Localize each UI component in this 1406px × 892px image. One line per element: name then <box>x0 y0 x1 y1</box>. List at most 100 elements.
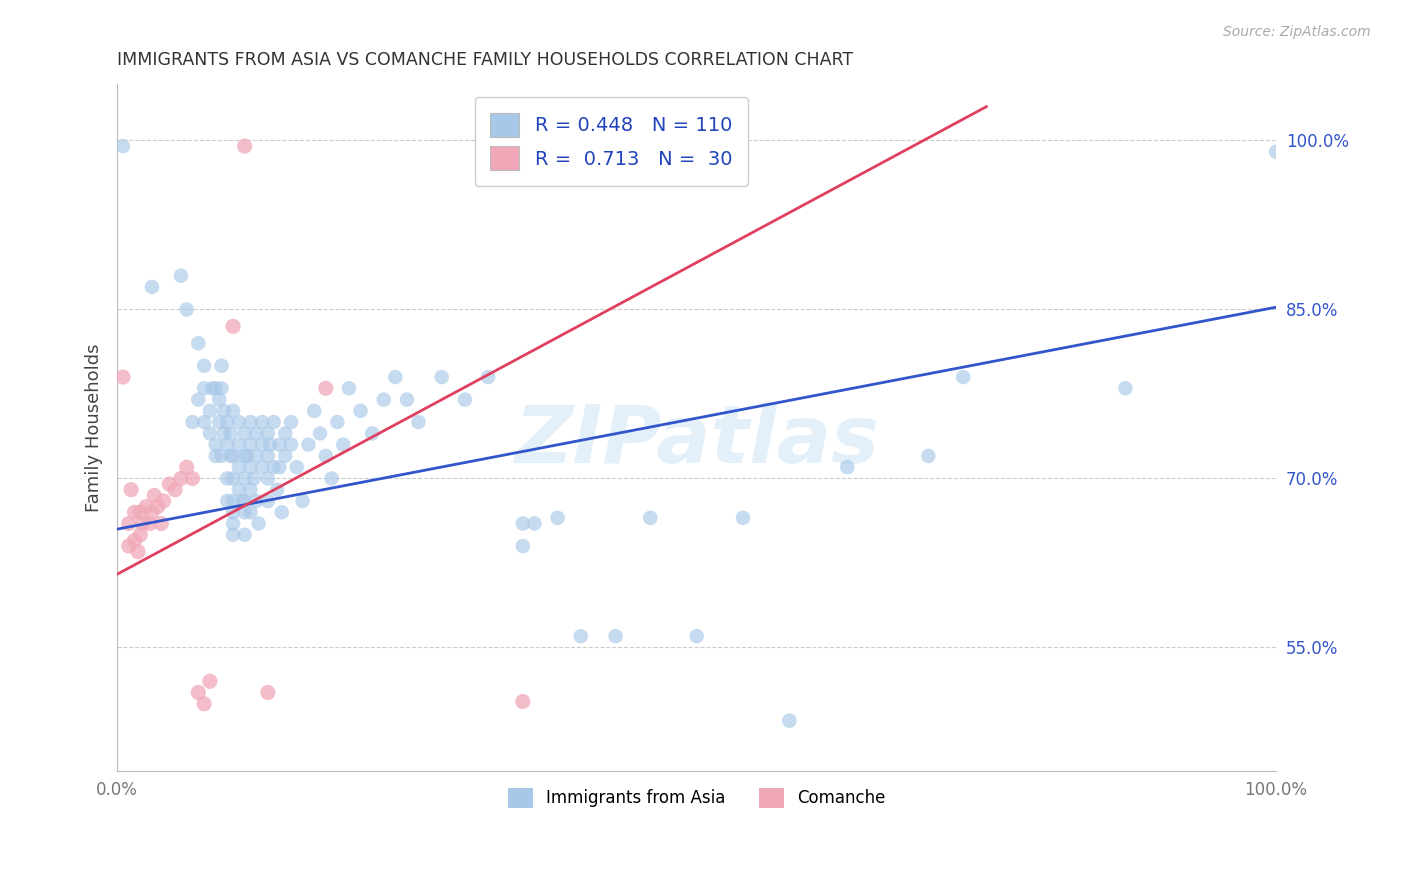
Point <box>131 516 153 531</box>
Point <box>257 449 280 463</box>
Point <box>361 426 384 441</box>
Point <box>146 500 169 514</box>
Point <box>430 370 453 384</box>
Point <box>280 437 302 451</box>
Point <box>204 449 226 463</box>
Point <box>124 505 146 519</box>
Point <box>257 685 280 699</box>
Point <box>512 539 534 553</box>
Point <box>198 404 221 418</box>
Point <box>120 483 142 497</box>
Point <box>187 336 209 351</box>
Point <box>233 426 256 441</box>
Point <box>222 471 245 485</box>
Point <box>245 426 267 441</box>
Point <box>212 404 235 418</box>
Point <box>309 426 332 441</box>
Point <box>321 471 343 485</box>
Point <box>384 370 406 384</box>
Point <box>547 511 569 525</box>
Point <box>685 629 707 643</box>
Point <box>233 449 256 463</box>
Point <box>138 516 160 531</box>
Point <box>263 415 285 429</box>
Point <box>187 685 209 699</box>
Point <box>181 415 204 429</box>
Point <box>204 437 226 451</box>
Point <box>219 426 242 441</box>
Point <box>257 494 280 508</box>
Point <box>170 471 193 485</box>
Y-axis label: Family Households: Family Households <box>86 343 103 512</box>
Point <box>118 539 141 553</box>
Point <box>315 449 337 463</box>
Point <box>266 483 288 497</box>
Point <box>127 544 149 558</box>
Point <box>222 494 245 508</box>
Point <box>222 449 245 463</box>
Point <box>239 437 262 451</box>
Point <box>208 415 231 429</box>
Legend: Immigrants from Asia, Comanche: Immigrants from Asia, Comanche <box>501 780 893 814</box>
Point <box>302 404 325 418</box>
Point <box>512 694 534 708</box>
Point <box>395 392 418 407</box>
Point <box>222 319 245 334</box>
Point <box>111 139 134 153</box>
Point <box>129 505 152 519</box>
Point <box>270 505 292 519</box>
Point <box>187 392 209 407</box>
Point <box>239 483 262 497</box>
Point <box>605 629 627 643</box>
Point <box>193 381 215 395</box>
Point <box>454 392 477 407</box>
Point <box>217 415 239 429</box>
Point <box>204 381 226 395</box>
Point <box>170 268 193 283</box>
Point <box>332 437 354 451</box>
Point <box>143 488 166 502</box>
Point <box>257 426 280 441</box>
Point <box>731 511 754 525</box>
Point <box>176 460 198 475</box>
Point <box>165 483 187 497</box>
Point <box>176 302 198 317</box>
Point <box>129 528 152 542</box>
Point <box>512 516 534 531</box>
Point <box>326 415 349 429</box>
Point <box>193 359 215 373</box>
Text: Source: ZipAtlas.com: Source: ZipAtlas.com <box>1223 25 1371 39</box>
Point <box>141 505 163 519</box>
Point <box>228 437 250 451</box>
Point <box>193 697 215 711</box>
Point <box>222 528 245 542</box>
Point <box>640 511 662 525</box>
Point <box>285 460 308 475</box>
Point <box>263 460 285 475</box>
Point <box>231 494 253 508</box>
Point <box>1114 381 1136 395</box>
Point <box>198 426 221 441</box>
Point <box>233 471 256 485</box>
Point <box>222 505 245 519</box>
Point <box>239 415 262 429</box>
Point <box>917 449 939 463</box>
Point <box>118 516 141 531</box>
Point <box>373 392 395 407</box>
Point <box>222 516 245 531</box>
Point <box>228 415 250 429</box>
Point <box>152 494 174 508</box>
Point <box>269 460 291 475</box>
Point <box>198 674 221 689</box>
Point <box>477 370 499 384</box>
Point <box>141 280 163 294</box>
Point <box>233 528 256 542</box>
Point <box>245 449 267 463</box>
Point <box>211 381 233 395</box>
Point <box>269 437 291 451</box>
Point <box>952 370 974 384</box>
Point <box>259 437 281 451</box>
Point <box>239 505 262 519</box>
Point <box>217 471 239 485</box>
Point <box>408 415 430 429</box>
